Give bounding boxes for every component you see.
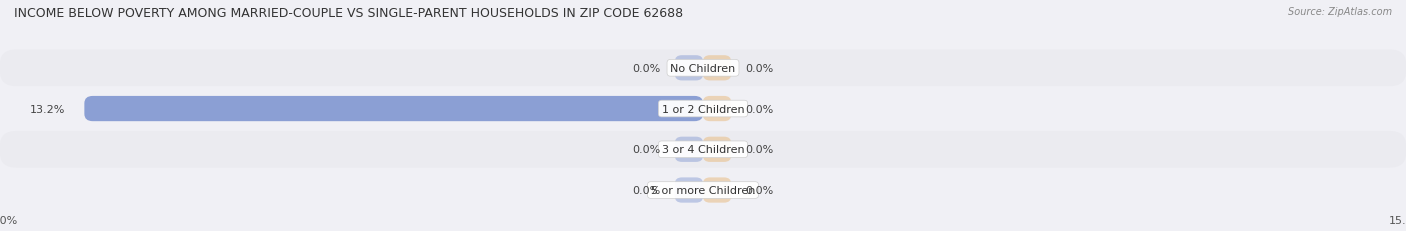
Text: 1 or 2 Children: 1 or 2 Children	[662, 104, 744, 114]
FancyBboxPatch shape	[703, 97, 731, 122]
FancyBboxPatch shape	[84, 97, 703, 122]
Text: 13.2%: 13.2%	[31, 104, 66, 114]
Text: 0.0%: 0.0%	[745, 185, 773, 195]
FancyBboxPatch shape	[703, 137, 731, 162]
FancyBboxPatch shape	[675, 56, 703, 81]
FancyBboxPatch shape	[703, 56, 731, 81]
Text: 0.0%: 0.0%	[633, 64, 661, 73]
FancyBboxPatch shape	[703, 178, 731, 203]
Text: INCOME BELOW POVERTY AMONG MARRIED-COUPLE VS SINGLE-PARENT HOUSEHOLDS IN ZIP COD: INCOME BELOW POVERTY AMONG MARRIED-COUPL…	[14, 7, 683, 20]
FancyBboxPatch shape	[675, 178, 703, 203]
Text: 5 or more Children: 5 or more Children	[651, 185, 755, 195]
Text: Source: ZipAtlas.com: Source: ZipAtlas.com	[1288, 7, 1392, 17]
FancyBboxPatch shape	[0, 131, 1406, 168]
FancyBboxPatch shape	[675, 137, 703, 162]
Text: No Children: No Children	[671, 64, 735, 73]
Text: 3 or 4 Children: 3 or 4 Children	[662, 145, 744, 155]
FancyBboxPatch shape	[0, 172, 1406, 208]
Text: 0.0%: 0.0%	[633, 145, 661, 155]
Text: 0.0%: 0.0%	[633, 185, 661, 195]
FancyBboxPatch shape	[0, 50, 1406, 87]
Text: 0.0%: 0.0%	[745, 145, 773, 155]
Text: 0.0%: 0.0%	[745, 104, 773, 114]
Text: 0.0%: 0.0%	[745, 64, 773, 73]
FancyBboxPatch shape	[0, 91, 1406, 127]
